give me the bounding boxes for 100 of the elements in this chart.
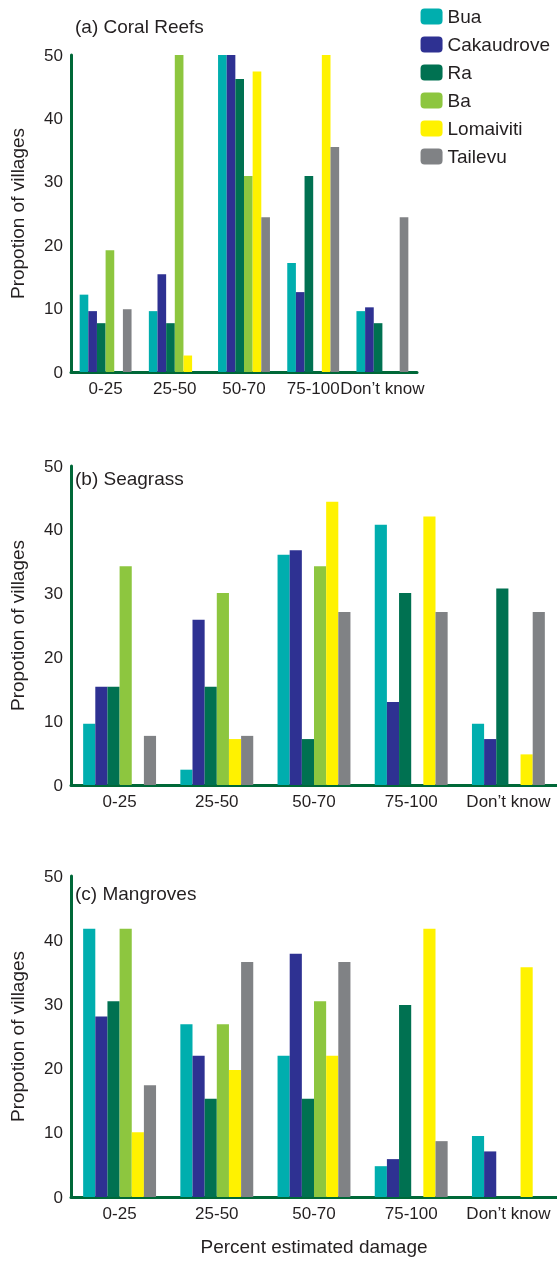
bar [96, 323, 106, 372]
y-axis-title: Propotion of villages [7, 950, 28, 1123]
y-tick-label: 40 [44, 520, 63, 540]
bar [520, 754, 533, 785]
y-tick-label: 20 [44, 647, 63, 667]
bar [399, 1005, 412, 1197]
x-tick-label: 25-50 [153, 379, 197, 398]
legend-label: Lomaiviti [447, 118, 523, 139]
bar [119, 928, 132, 1197]
bar [326, 1055, 339, 1197]
legend-label: Ba [447, 90, 472, 111]
x-tick-label: 50-70 [222, 379, 266, 398]
bar [79, 294, 89, 372]
bar [244, 176, 253, 372]
y-axis-title: Propotion of villages [7, 127, 28, 300]
y-tick-label: 0 [53, 1187, 63, 1207]
bar [88, 311, 97, 372]
bar [374, 1166, 387, 1197]
bar [192, 619, 205, 785]
bar [484, 1151, 497, 1197]
bar [338, 612, 351, 785]
bar [228, 1069, 242, 1197]
x-tick-label: 0-25 [102, 792, 137, 811]
bar [107, 686, 120, 785]
bar [95, 1016, 108, 1197]
y-axis-title: Propotion of villages [7, 539, 28, 712]
x-tick-label: 50-70 [292, 1204, 336, 1223]
bar [131, 1132, 144, 1197]
bar [289, 953, 302, 1197]
bar [174, 55, 184, 372]
bar [252, 71, 262, 372]
bar [301, 739, 314, 785]
bar [95, 686, 108, 785]
x-tick-label: 25-50 [195, 1204, 239, 1223]
bar [321, 55, 331, 372]
y-tick-label: 50 [44, 45, 63, 65]
bar [399, 217, 409, 372]
bar [532, 612, 545, 785]
x-tick-label: 0-25 [88, 379, 123, 398]
bar [301, 1098, 314, 1197]
bar [314, 566, 327, 785]
bar [520, 967, 533, 1197]
bar [386, 1159, 400, 1197]
bar [373, 323, 383, 372]
bar [277, 1055, 290, 1197]
legend-label: Bua [447, 6, 482, 27]
bar [277, 554, 290, 785]
bar [338, 962, 351, 1197]
bar [295, 292, 305, 372]
x-tick-label: Don’t know [466, 1204, 552, 1223]
y-tick-label: 10 [44, 1123, 63, 1143]
chart-title: (b) Seagrass [75, 468, 184, 489]
bar [83, 928, 96, 1197]
x-tick-label: Don’t know [466, 792, 552, 811]
bar [374, 524, 387, 785]
bar [261, 217, 270, 372]
bar [326, 501, 339, 785]
bar [143, 735, 157, 785]
bar [216, 592, 229, 785]
y-tick-label: 30 [44, 584, 63, 604]
bar [107, 1001, 120, 1197]
bar [241, 962, 254, 1197]
bar [105, 250, 115, 372]
bar [484, 739, 497, 785]
bar [287, 262, 296, 372]
bar [423, 516, 436, 785]
bar [289, 550, 302, 785]
bar [228, 739, 242, 785]
y-tick-label: 40 [44, 930, 63, 950]
y-tick-label: 0 [53, 362, 63, 382]
bar [330, 146, 340, 372]
bar [496, 588, 509, 785]
bar [314, 1001, 327, 1197]
bar [241, 735, 254, 785]
bar [143, 1085, 157, 1197]
bar [365, 307, 374, 372]
bar [157, 274, 167, 372]
bar [386, 702, 400, 785]
x-tick-label: 75-100 [384, 792, 438, 811]
bar [180, 1024, 193, 1197]
y-tick-label: 50 [44, 866, 63, 886]
y-tick-label: 0 [53, 775, 63, 795]
x-tick-label: 75-100 [384, 1204, 438, 1223]
bar [183, 355, 193, 372]
y-tick-label: 20 [44, 1059, 63, 1079]
bar [423, 928, 436, 1197]
bar [471, 723, 485, 785]
y-tick-label: 50 [44, 456, 63, 476]
legend-label: Ra [447, 62, 473, 83]
bar [180, 769, 193, 785]
legend-label: Cakaudrove [447, 34, 550, 55]
bar [216, 1024, 229, 1197]
y-tick-label: 30 [44, 172, 63, 192]
x-tick-label: 0-25 [102, 1204, 137, 1223]
y-tick-label: 30 [44, 994, 63, 1014]
bar [235, 79, 244, 372]
x-tick-label: Don’t know [340, 379, 426, 398]
bar [83, 723, 96, 785]
chart-title: (c) Mangroves [75, 883, 197, 904]
legend-label: Tailevu [447, 146, 507, 167]
